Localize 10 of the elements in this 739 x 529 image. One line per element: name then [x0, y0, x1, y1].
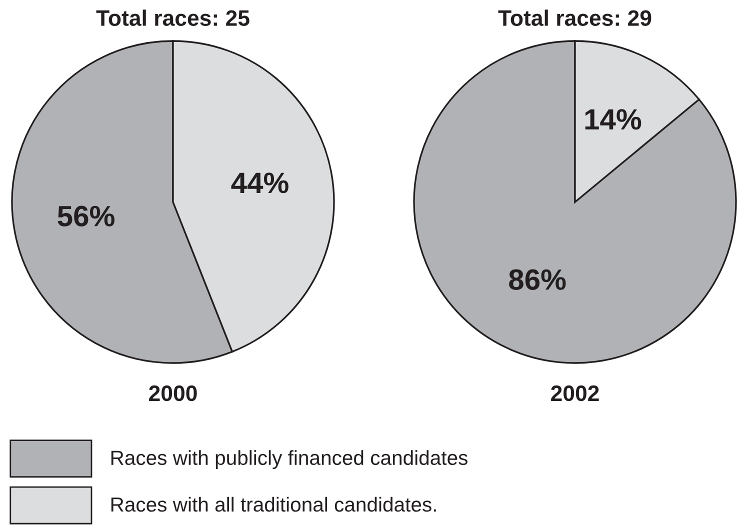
data-label: 56%	[58, 206, 114, 226]
data-label: 14%	[585, 109, 642, 130]
text: 2002	[551, 385, 599, 402]
data-label: 86%	[509, 269, 566, 290]
legend-label: Races with all traditional candidates.	[111, 496, 436, 512]
chart-title: Total races: 29	[498, 10, 652, 26]
text: 2000	[149, 385, 197, 402]
chart-title: Total races: 25	[96, 10, 250, 26]
data-label: 44%	[231, 172, 288, 194]
legend-label: Races with publicly financed candidates	[111, 450, 468, 470]
